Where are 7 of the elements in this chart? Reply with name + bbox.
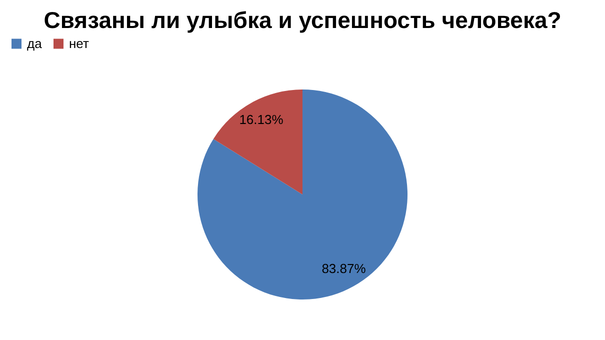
data-label: 16.13% bbox=[239, 112, 284, 128]
legend-label: нет bbox=[69, 36, 89, 51]
data-label: 83.87% bbox=[322, 260, 366, 276]
chart-title: Связаны ли улыбка и успешность человека? bbox=[44, 7, 562, 33]
pie-slice bbox=[198, 90, 408, 300]
pie-slice bbox=[213, 90, 302, 194]
legend-label: да bbox=[27, 36, 43, 51]
